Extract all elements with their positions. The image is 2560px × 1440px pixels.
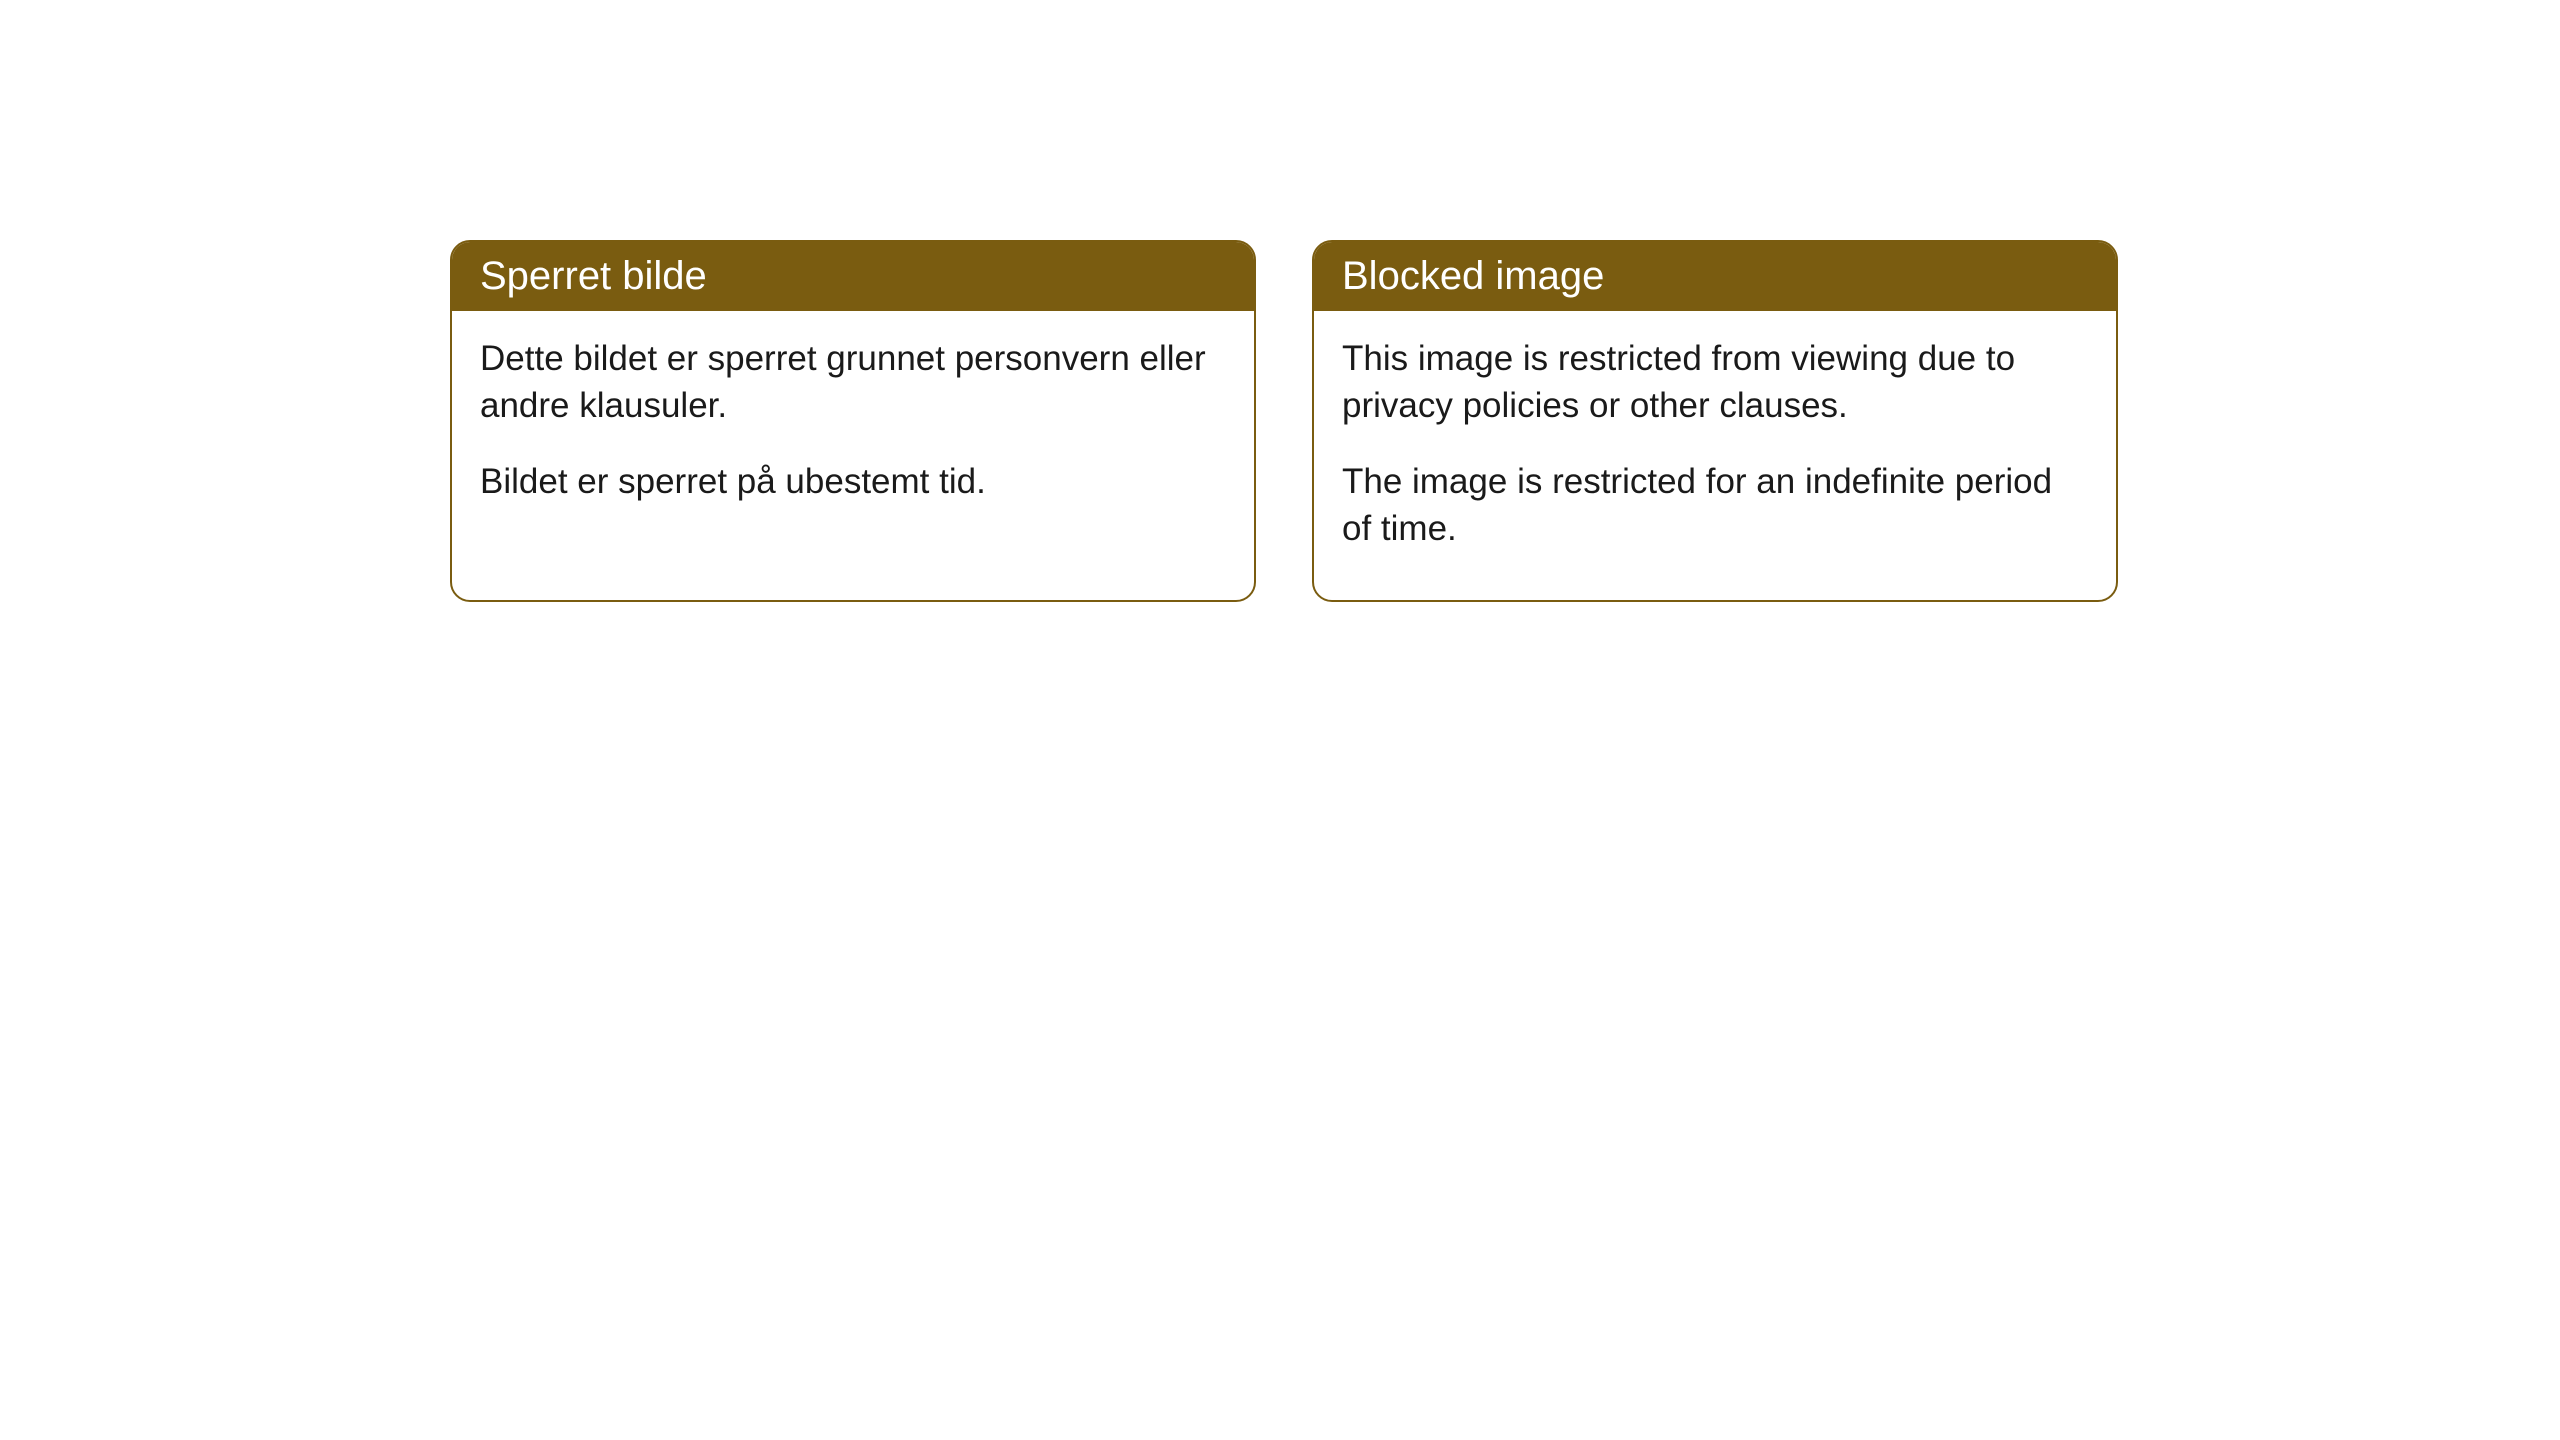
- card-title: Blocked image: [1342, 254, 1604, 298]
- card-paragraph-1: This image is restricted from viewing du…: [1342, 335, 2088, 430]
- card-paragraph-2: The image is restricted for an indefinit…: [1342, 458, 2088, 553]
- cards-container: Sperret bilde Dette bildet er sperret gr…: [450, 240, 2118, 602]
- card-header-en: Blocked image: [1314, 242, 2116, 311]
- card-header-no: Sperret bilde: [452, 242, 1254, 311]
- card-body-no: Dette bildet er sperret grunnet personve…: [452, 311, 1254, 553]
- card-paragraph-1: Dette bildet er sperret grunnet personve…: [480, 335, 1226, 430]
- card-title: Sperret bilde: [480, 254, 707, 298]
- blocked-image-card-en: Blocked image This image is restricted f…: [1312, 240, 2118, 602]
- card-paragraph-2: Bildet er sperret på ubestemt tid.: [480, 458, 1226, 505]
- card-body-en: This image is restricted from viewing du…: [1314, 311, 2116, 600]
- blocked-image-card-no: Sperret bilde Dette bildet er sperret gr…: [450, 240, 1256, 602]
